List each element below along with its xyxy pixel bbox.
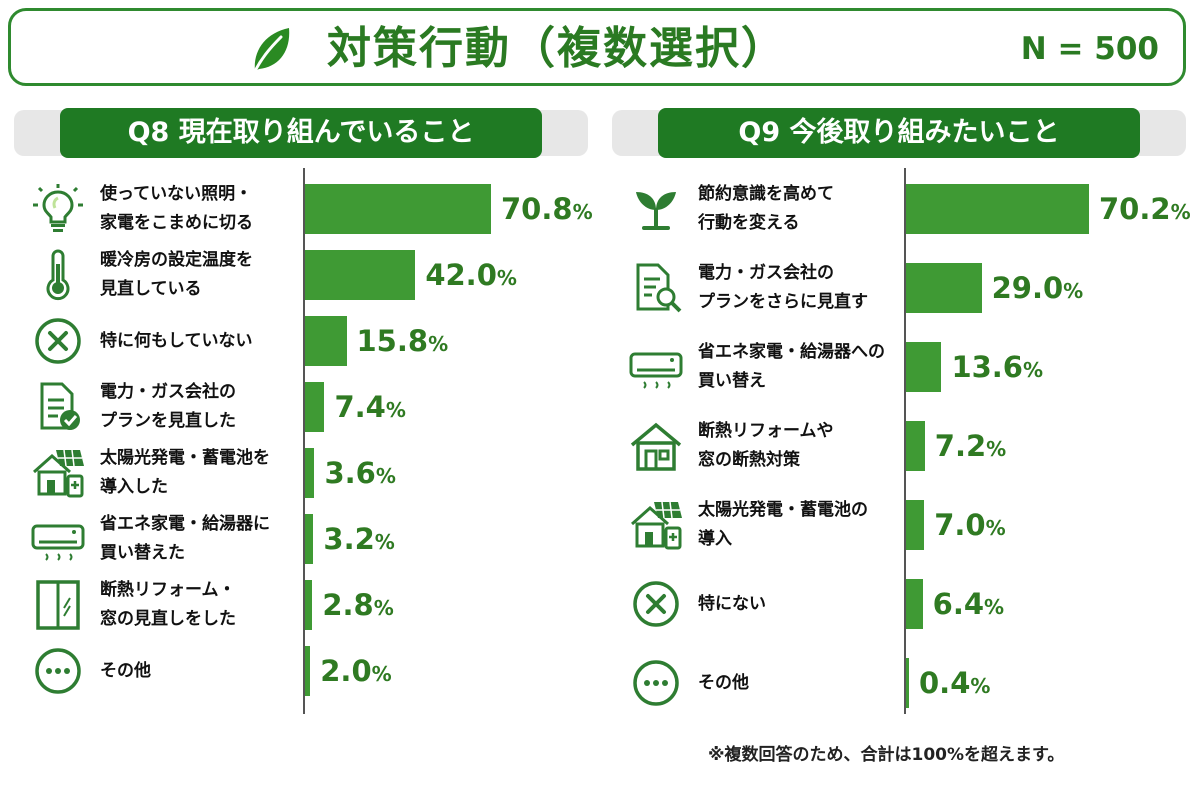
air-conditioner-icon	[30, 512, 86, 566]
chart-row: 断熱リフォーム・ 窓の見直しをした	[30, 572, 305, 638]
chart-row: 電力・ガス会社の プランを見直した	[30, 374, 305, 440]
category-label: その他	[698, 672, 749, 693]
document-search-icon	[628, 261, 684, 315]
bar	[305, 382, 325, 432]
bar	[305, 184, 491, 234]
data-label: 2.0%	[320, 654, 392, 688]
more-circle-icon	[30, 644, 86, 698]
bar	[906, 342, 942, 392]
category-label: 暖冷房の設定温度を 見直している	[100, 250, 253, 299]
data-label: 0.4%	[919, 666, 991, 700]
window-icon	[30, 578, 86, 632]
bar	[305, 448, 315, 498]
bar	[906, 500, 925, 550]
data-label: 15.8%	[356, 324, 449, 358]
category-label: 電力・ガス会社の プランをさらに見直す	[698, 263, 868, 312]
x-circle-icon	[30, 314, 86, 368]
chart-row: 特にない	[628, 571, 906, 637]
solar-house-icon	[628, 498, 684, 552]
q8-axis-line	[303, 168, 305, 714]
sprout-icon	[628, 182, 684, 236]
chart-row: 省エネ家電・給湯器への 買い替え	[628, 334, 906, 400]
chart-row: 太陽光発電・蓄電池の 導入	[628, 492, 906, 558]
category-label: 電力・ガス会社の プランを見直した	[100, 382, 236, 431]
category-label: その他	[100, 660, 151, 681]
bar	[305, 316, 347, 366]
bar	[305, 514, 314, 564]
chart-row: その他	[30, 638, 305, 704]
data-label: 7.2%	[934, 429, 1007, 463]
lightbulb-icon	[30, 182, 86, 236]
solar-house-icon	[30, 446, 86, 500]
footnote: ※複数回答のため、合計は100%を超えます。	[708, 745, 1065, 765]
document-check-icon	[30, 380, 86, 434]
data-label: 70.2%	[1099, 192, 1191, 226]
data-label: 13.6%	[951, 350, 1044, 384]
chart-row: 特に何もしていない	[30, 308, 305, 374]
category-label: 特にない	[698, 593, 766, 614]
bar	[305, 250, 416, 300]
chart-row: 電力・ガス会社の プランをさらに見直す	[628, 255, 906, 321]
more-circle-icon	[628, 656, 684, 710]
bar	[906, 421, 925, 471]
data-label: 29.0%	[991, 271, 1084, 305]
chart-row: 使っていない照明・ 家電をこまめに切る	[30, 176, 305, 242]
category-label: 太陽光発電・蓄電池の 導入	[698, 500, 868, 549]
category-label: 断熱リフォームや 窓の断熱対策	[698, 421, 834, 470]
q9-header: Q9 今後取り組みたいこと	[658, 108, 1140, 158]
bar	[305, 646, 311, 696]
data-label: 7.4%	[334, 390, 406, 424]
category-label: 節約意識を高めて 行動を変える	[698, 184, 834, 233]
bar	[906, 658, 909, 708]
data-label: 2.8%	[322, 588, 394, 622]
title-frame: 対策行動（複数選択） N = 500	[8, 8, 1186, 86]
chart-row: 節約意識を高めて 行動を変える	[628, 176, 906, 242]
bar	[906, 579, 923, 629]
category-label: 使っていない照明・ 家電をこまめに切る	[100, 184, 253, 233]
category-label: 太陽光発電・蓄電池を 導入した	[100, 448, 270, 497]
x-circle-icon	[628, 577, 684, 631]
category-label: 省エネ家電・給湯器に 買い替えた	[100, 514, 270, 563]
data-label: 42.0%	[425, 258, 517, 292]
chart-row: 暖冷房の設定温度を 見直している	[30, 242, 305, 308]
chart-row: 省エネ家電・給湯器に 買い替えた	[30, 506, 305, 572]
category-label: 省エネ家電・給湯器への 買い替え	[698, 342, 885, 391]
category-label: 断熱リフォーム・ 窓の見直しをした	[100, 580, 236, 629]
data-label: 6.4%	[932, 587, 1005, 621]
bar	[305, 580, 313, 630]
chart-row: 太陽光発電・蓄電池を 導入した	[30, 440, 305, 506]
sample-size: N = 500	[1020, 31, 1159, 67]
bar	[906, 184, 1089, 234]
data-label: 7.0%	[934, 508, 1006, 542]
house-icon	[628, 419, 684, 473]
page-title: 対策行動（複数選択）	[327, 23, 787, 74]
data-label: 70.8%	[501, 192, 593, 226]
data-label: 3.2%	[323, 522, 395, 556]
q9-axis-line	[904, 168, 906, 714]
leaf-icon	[252, 28, 290, 75]
chart-row: その他	[628, 650, 906, 716]
q8-header: Q8 現在取り組んでいること	[60, 108, 542, 158]
chart-row: 断熱リフォームや 窓の断熱対策	[628, 413, 906, 479]
category-label: 特に何もしていない	[100, 330, 253, 351]
bar	[906, 263, 982, 313]
air-conditioner-icon	[628, 340, 684, 394]
data-label: 3.6%	[324, 456, 396, 490]
thermometer-icon	[30, 248, 86, 302]
